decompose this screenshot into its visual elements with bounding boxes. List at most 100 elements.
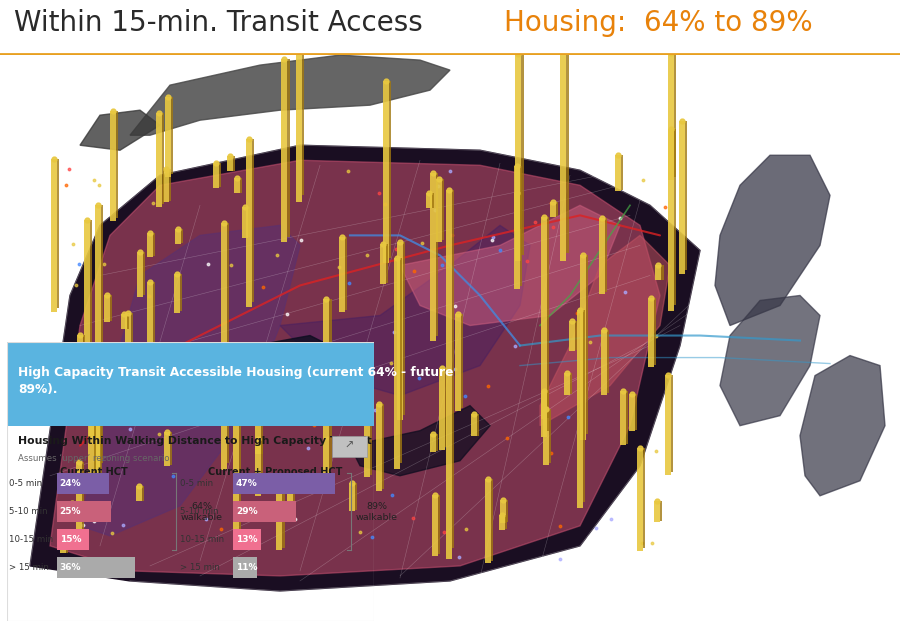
Bar: [90, 220, 93, 352]
Polygon shape: [80, 110, 160, 150]
Bar: [282, 59, 287, 242]
Bar: [437, 495, 440, 554]
Bar: [110, 295, 112, 321]
Polygon shape: [540, 235, 670, 426]
Bar: [175, 274, 180, 312]
Bar: [166, 96, 171, 177]
Text: 0-5 min: 0-5 min: [9, 480, 42, 488]
Bar: [156, 113, 162, 207]
Bar: [83, 335, 85, 349]
Bar: [661, 501, 662, 521]
Polygon shape: [30, 145, 700, 591]
Bar: [665, 375, 671, 475]
Text: Assumes ‘upper’ rezoning scenario: Assumes ‘upper’ rezoning scenario: [18, 453, 170, 463]
Bar: [75, 503, 77, 518]
Bar: [546, 217, 549, 431]
Bar: [227, 223, 229, 463]
Bar: [382, 81, 389, 263]
Bar: [571, 373, 572, 394]
Bar: [136, 486, 142, 501]
Bar: [547, 391, 549, 418]
Bar: [520, 193, 522, 286]
Bar: [648, 298, 654, 367]
Bar: [549, 409, 551, 463]
Bar: [101, 205, 103, 463]
Text: > 15 min: > 15 min: [180, 563, 220, 572]
Bar: [620, 391, 625, 445]
Bar: [436, 178, 442, 242]
Bar: [233, 501, 296, 522]
Bar: [506, 501, 508, 522]
Text: Housing:  64% to 89%: Housing: 64% to 89%: [504, 9, 813, 37]
Bar: [165, 431, 170, 466]
Bar: [332, 436, 367, 456]
Bar: [679, 121, 685, 274]
Bar: [239, 414, 241, 531]
Bar: [143, 252, 145, 295]
Bar: [87, 417, 94, 475]
Bar: [635, 394, 637, 429]
Bar: [261, 439, 264, 454]
Bar: [370, 409, 372, 475]
Text: Current + Proposed HCT: Current + Proposed HCT: [208, 467, 342, 477]
Bar: [438, 367, 445, 450]
Bar: [389, 81, 391, 258]
Text: Housing Within Walking Distance to High Capacity Transit: Housing Within Walking Distance to High …: [18, 436, 372, 446]
Polygon shape: [800, 356, 885, 496]
Bar: [654, 298, 656, 364]
Bar: [566, 0, 569, 253]
Bar: [516, 54, 521, 261]
Bar: [85, 220, 90, 356]
Bar: [76, 462, 82, 545]
Bar: [147, 282, 153, 368]
Polygon shape: [160, 336, 340, 416]
Bar: [506, 515, 508, 529]
Bar: [162, 113, 164, 204]
Text: 5-10 min: 5-10 min: [180, 507, 219, 516]
Bar: [432, 193, 434, 208]
Bar: [76, 335, 83, 350]
Bar: [442, 178, 444, 240]
Bar: [137, 252, 143, 297]
Bar: [283, 482, 284, 548]
Bar: [233, 473, 335, 495]
Bar: [685, 121, 687, 270]
Bar: [500, 515, 506, 530]
Bar: [153, 233, 155, 256]
Bar: [57, 473, 109, 495]
Bar: [583, 310, 586, 502]
Bar: [287, 59, 290, 237]
Bar: [461, 314, 464, 408]
Bar: [543, 409, 549, 465]
Polygon shape: [350, 406, 490, 476]
Bar: [323, 299, 329, 475]
Bar: [82, 462, 84, 543]
Bar: [7, 342, 374, 426]
Bar: [212, 163, 219, 188]
Bar: [115, 111, 118, 218]
Bar: [233, 414, 239, 535]
Bar: [673, 53, 676, 177]
Bar: [629, 394, 635, 431]
Bar: [242, 207, 248, 238]
Bar: [621, 155, 623, 190]
Bar: [175, 229, 181, 244]
Bar: [471, 414, 477, 436]
Bar: [233, 557, 256, 578]
Bar: [668, 53, 673, 180]
Polygon shape: [50, 160, 660, 576]
Bar: [561, 0, 566, 261]
Bar: [403, 242, 405, 415]
Text: ↗: ↗: [345, 441, 354, 451]
Polygon shape: [715, 155, 830, 326]
Bar: [234, 178, 240, 193]
Text: 10-15 min: 10-15 min: [9, 535, 53, 544]
Bar: [575, 321, 577, 351]
Bar: [654, 501, 661, 522]
Bar: [643, 448, 645, 548]
Bar: [57, 529, 89, 550]
Bar: [662, 265, 663, 280]
Bar: [356, 483, 357, 510]
Bar: [637, 448, 643, 551]
Bar: [380, 244, 386, 284]
